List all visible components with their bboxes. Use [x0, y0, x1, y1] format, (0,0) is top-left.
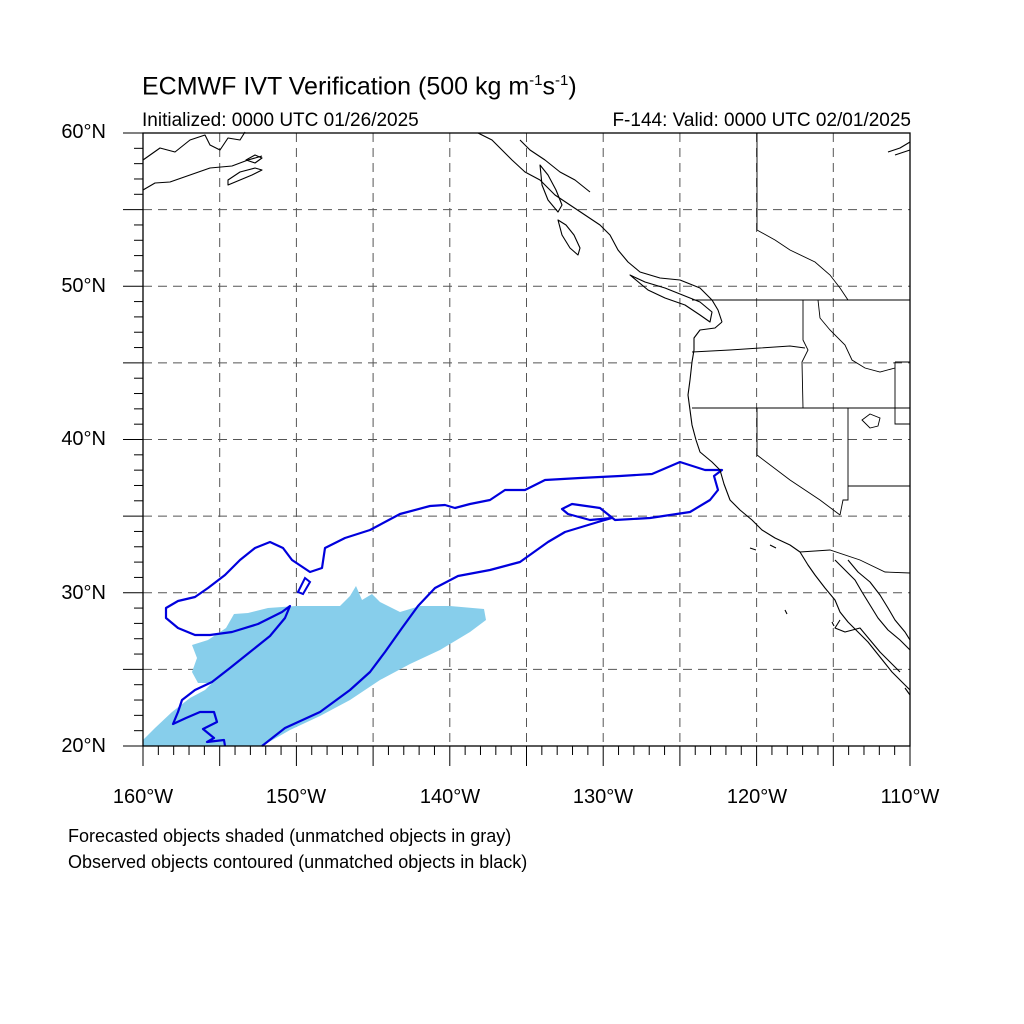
coastlines — [142, 131, 911, 696]
lat-label-40n: 40°N — [61, 428, 106, 450]
lon-label-120w: 120°W — [726, 786, 788, 808]
lon-label-110w: 110°W — [880, 786, 940, 808]
axis-ticks — [123, 132, 911, 766]
lat-label-30n: 30°N — [61, 582, 106, 604]
lon-label-160w: 160°W — [112, 786, 174, 808]
lon-label-140w: 140°W — [419, 786, 481, 808]
initialized-time: Initialized: 0000 UTC 01/26/2025 — [142, 110, 419, 131]
lon-label-130w: 130°W — [572, 786, 634, 808]
political-borders — [691, 133, 911, 574]
map-title: ECMWF IVT Verification (500 kg m-1s-1) — [142, 72, 577, 101]
observed-ivt-contour — [164, 460, 724, 747]
valid-time: F-144: Valid: 0000 UTC 02/01/2025 — [612, 110, 911, 131]
lat-label-20n: 20°N — [61, 735, 106, 757]
lat-label-60n: 60°N — [61, 121, 106, 143]
forecast-legend-note: Forecasted objects shaded (unmatched obj… — [68, 826, 512, 846]
forecast-ivt-object — [143, 586, 486, 746]
observed-contour-small-loop — [296, 576, 312, 596]
lat-label-50n: 50°N — [61, 275, 106, 297]
observed-legend-note: Observed objects contoured (unmatched ob… — [68, 852, 528, 872]
lon-label-150w: 150°W — [265, 786, 327, 808]
